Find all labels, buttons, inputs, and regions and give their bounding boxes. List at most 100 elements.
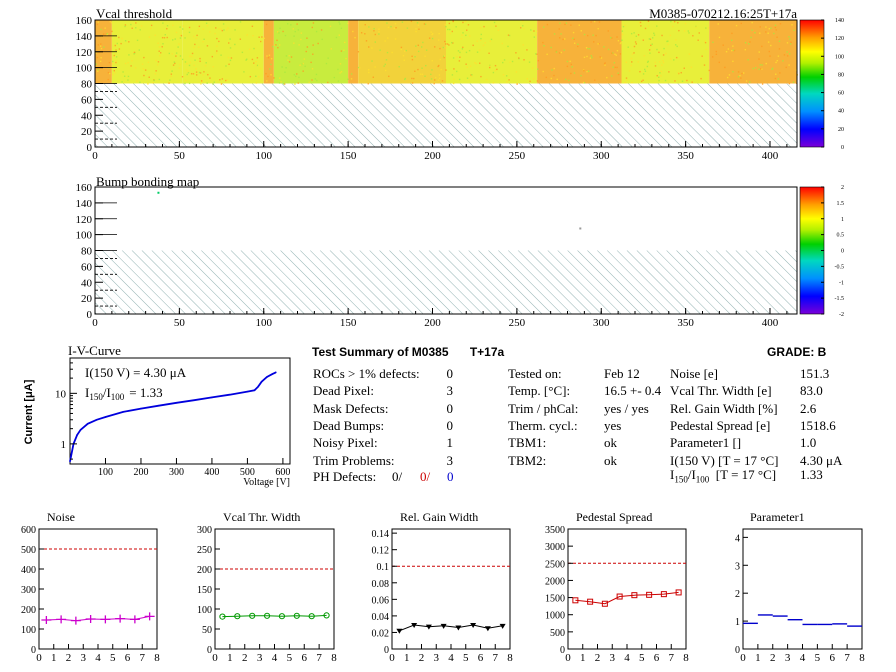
peds-x-tick-label: 6 <box>654 652 660 664</box>
gainw-x-tick-label: 2 <box>419 652 425 664</box>
iv-point <box>253 389 256 392</box>
iv-point <box>266 376 268 378</box>
gainw-point <box>411 623 418 628</box>
iv-x-tick-label: 400 <box>204 467 219 478</box>
iv-title: I-V-Curve <box>68 343 121 358</box>
result-label: Rel. Gain Width [%] <box>670 400 778 416</box>
noise-point <box>115 614 126 623</box>
vcalw-x-tick-label: 6 <box>302 652 308 664</box>
noise-y-tick-label: 600 <box>21 525 36 536</box>
y-tick-label: 160 <box>76 15 93 27</box>
x-tick-label: 200 <box>424 317 441 329</box>
peds-x-tick-label: 5 <box>639 652 645 664</box>
y-tick-label: 0 <box>87 309 93 321</box>
iv-x-tick-label: 300 <box>169 467 184 478</box>
param1-x-tick-label: 6 <box>830 652 836 664</box>
noise-point <box>85 615 96 623</box>
noise-y-tick-label: 200 <box>21 605 36 616</box>
param1-y-tick-label: 1 <box>735 617 740 628</box>
vcalw-point <box>293 612 300 619</box>
iv-point <box>157 404 160 407</box>
vcal-title: Vcal threshold <box>96 6 173 21</box>
noise-point <box>70 616 81 625</box>
iv-frame <box>69 357 291 465</box>
gainw-y-tick-label: 0.1 <box>377 562 390 573</box>
x-tick-label: 250 <box>509 150 526 162</box>
palette-tick-label: 100 <box>835 54 844 60</box>
peds-point <box>631 592 638 599</box>
summary-tag: T+17a <box>469 345 505 359</box>
bump-point <box>579 227 582 230</box>
peds-x-tick-label: 2 <box>595 652 601 664</box>
x-tick-label: 300 <box>593 150 610 162</box>
iv-point <box>86 422 89 425</box>
vcalw-point <box>234 613 241 620</box>
peds-y-tick-label: 3000 <box>545 542 565 553</box>
iv-x-tick-label: 200 <box>133 467 148 478</box>
result-label: Pedestal Spread [e] <box>670 417 771 433</box>
defect-label: Dead Bumps: <box>313 417 385 433</box>
noise-x-tick-label: 1 <box>51 652 57 664</box>
param1-y-tick-label: 2 <box>735 589 740 600</box>
gainw-point <box>484 626 491 632</box>
peds-point <box>660 591 667 598</box>
noise-point <box>41 616 52 624</box>
ratio-sub1: 150 <box>674 474 688 485</box>
ph-defects-label: PH Defects: <box>313 469 377 484</box>
iv-annotation-current: I(150 V) = 4.30 μA <box>85 365 187 380</box>
result-label: Noise [e] <box>670 366 719 381</box>
noise-x-tick-label: 8 <box>154 652 160 664</box>
iv-point <box>275 371 277 374</box>
x-tick-label: 0 <box>92 317 98 329</box>
iv-point <box>257 385 259 388</box>
iv-point <box>79 428 82 431</box>
gainw-y-tick-label: 0.06 <box>372 595 390 606</box>
gainw-point <box>499 623 506 629</box>
vcalw-x-tick-label: 3 <box>257 652 263 664</box>
defect-value: 0 <box>446 417 454 433</box>
palette-tick-label: 0 <box>841 145 844 151</box>
summary-title: Test Summary of M0385 T+17a <box>312 345 504 359</box>
y-tick-label: 0 <box>87 142 93 154</box>
iv-point <box>76 434 78 436</box>
ph-defects-value-2: 0/ <box>420 469 431 484</box>
param1-x-tick-label: 8 <box>859 652 865 664</box>
condition-value: 16.5 +- 0.4 <box>604 383 662 399</box>
peds-x-tick-label: 3 <box>610 652 616 664</box>
result-value: 83.0 <box>800 383 823 399</box>
vcalw-x-tick-label: 8 <box>331 652 337 664</box>
param1-x-tick-label: 4 <box>800 652 806 664</box>
no-data-hatch <box>95 250 797 314</box>
defect-label: ROCs > 1% defects: <box>313 366 420 381</box>
x-tick-label: 150 <box>340 150 357 162</box>
vcal-threshold-map: 0 50 100 150 200 250 300 350 4000204060801001201… <box>76 15 845 162</box>
gainw-x-tick-label: 5 <box>463 652 469 664</box>
heatmap-band <box>537 20 622 84</box>
iv-point <box>69 460 71 463</box>
iv-point <box>271 373 274 375</box>
vcalw-y-tick-label: 0 <box>207 645 212 656</box>
y-tick-label: 120 <box>76 214 93 226</box>
defect-label: Trim Problems: <box>313 452 395 468</box>
x-tick-label: 0 <box>92 150 98 162</box>
peds-point <box>587 598 594 605</box>
peds-x-tick-label: 7 <box>669 652 675 664</box>
defect-value: 0 <box>446 366 454 381</box>
vcalw-y-tick-label: 50 <box>202 625 212 636</box>
peds-x-tick-label: 8 <box>683 652 689 664</box>
result-value: 2.6 <box>800 400 817 416</box>
palette-tick-label: 80 <box>838 72 844 78</box>
peds-y-tick-label: 1000 <box>545 611 565 622</box>
condition-value: ok <box>604 435 617 451</box>
peds-x-tick-label: 4 <box>624 652 630 664</box>
iv-y-tick-label: 1 <box>61 439 67 451</box>
iv-curve-plot: 100 200 300 400 500 600 1 10 <box>55 357 291 478</box>
vcalw-frame <box>214 528 335 650</box>
result-label: Parameter1 [] <box>670 435 742 451</box>
result-value: 1518.6 <box>800 417 836 433</box>
condition-label: Tested on: <box>508 366 562 381</box>
ratio-i: I <box>670 467 675 482</box>
gainw-point <box>455 625 462 631</box>
peds-y-tick-label: 1500 <box>545 594 565 605</box>
condition-value: yes / yes <box>604 400 649 416</box>
